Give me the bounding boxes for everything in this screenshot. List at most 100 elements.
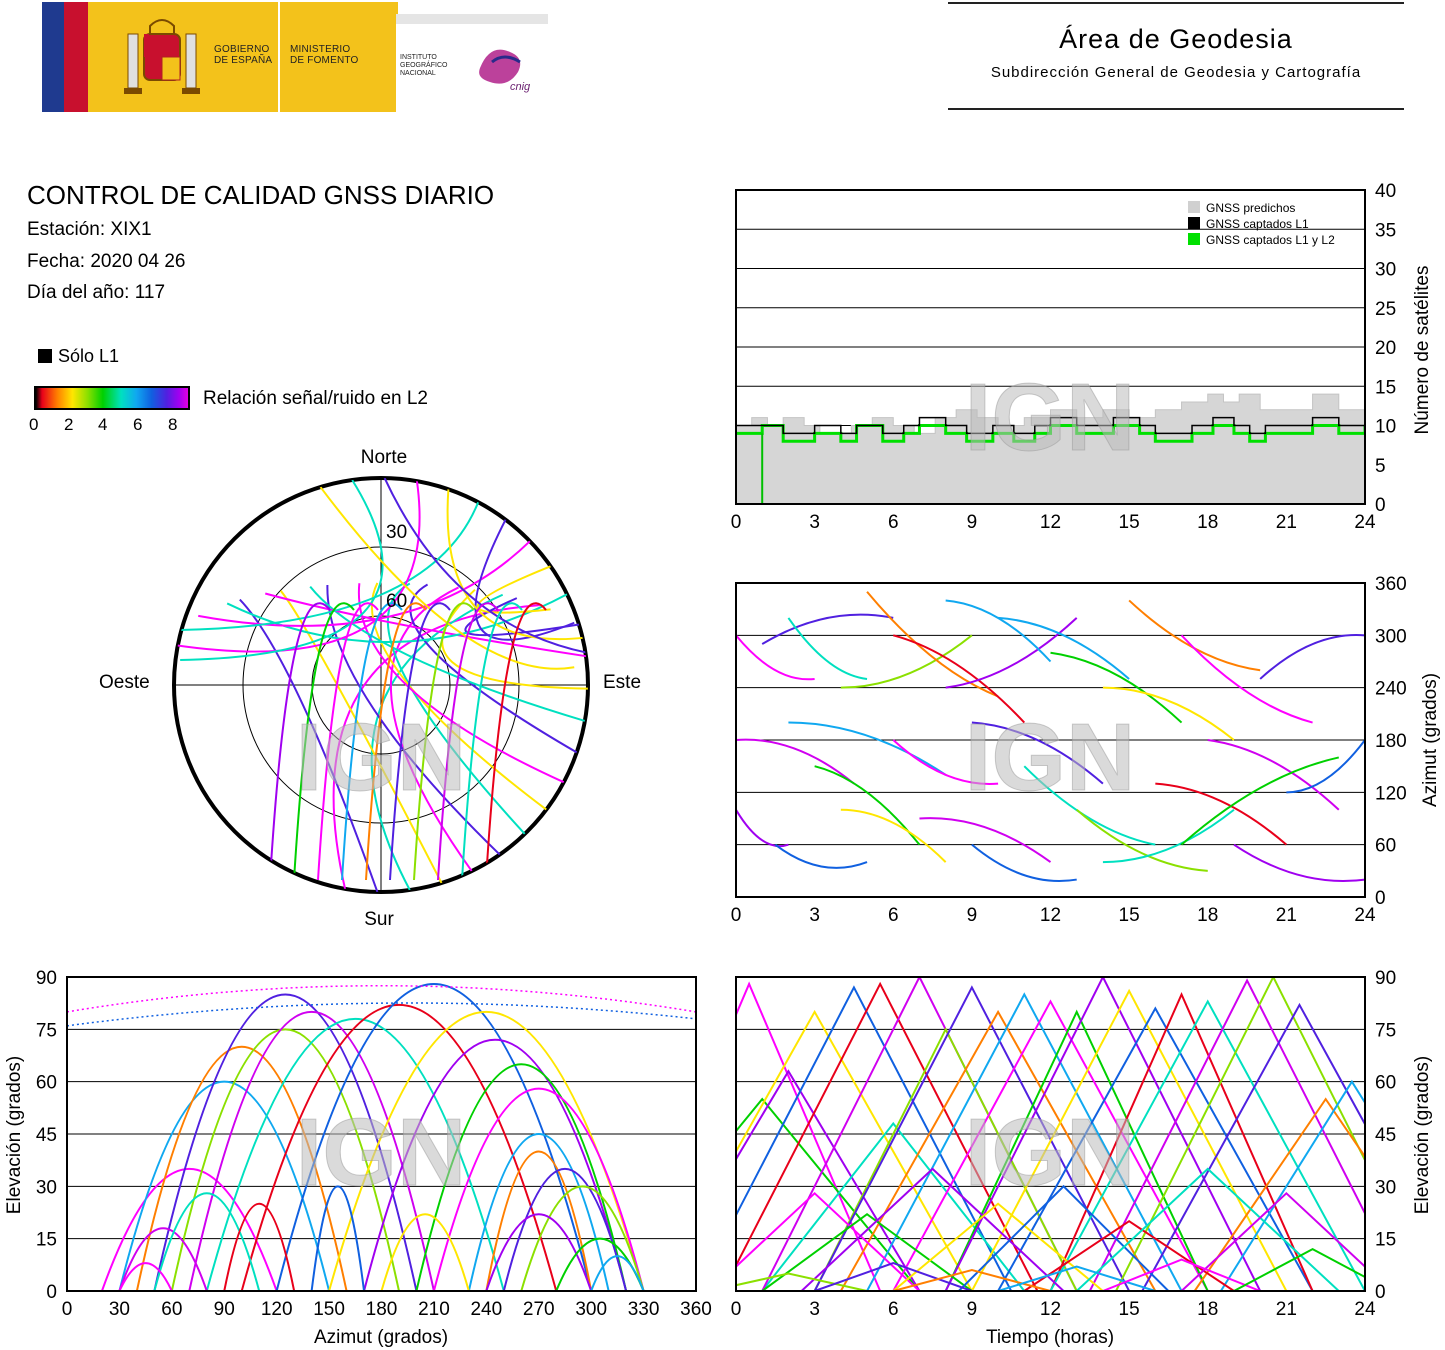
x-tick-label: 120	[261, 1299, 293, 1320]
header-rule-top	[948, 2, 1404, 4]
satellites-frame	[735, 189, 1366, 505]
y-tick-label: 45	[1375, 1125, 1396, 1146]
elev-az-track	[240, 1003, 558, 1291]
skyplot-track	[474, 519, 575, 641]
report-title: CONTROL DE CALIDAD GNSS DIARIO	[27, 180, 495, 210]
cnig-text: cnig	[510, 81, 531, 93]
azimuth-track	[788, 721, 947, 776]
azimuth-track	[1233, 843, 1365, 883]
azimuth-track	[892, 739, 999, 785]
ign-watermark: IGN	[965, 364, 1136, 471]
elevation-azimuth-chart: 0 15 30 45 60 75 90 0 30 60 90 120 150 180 210 240 270 30…	[4, 968, 712, 1348]
skyplot-track	[485, 602, 547, 881]
skyplot-east: Este	[603, 672, 641, 693]
azimuth-track	[945, 599, 1052, 663]
elev-az-track	[135, 1045, 348, 1291]
x-tick-label: 360	[680, 1299, 712, 1320]
azimuth-track	[998, 616, 1130, 680]
elev-az-track	[67, 1002, 696, 1027]
skyplot-track	[317, 602, 379, 881]
elev-time-track	[1193, 1097, 1365, 1291]
skyplot-track	[386, 582, 526, 835]
azimuth-track	[1102, 808, 1235, 864]
skyplot-ring-label-60: 60	[386, 591, 407, 612]
y-tick-label: 30	[1375, 260, 1396, 281]
x-tick-label: 6	[888, 512, 899, 533]
azimuth-track	[1180, 756, 1340, 846]
y-tick-label: 30	[36, 1177, 57, 1198]
azimuth-track	[840, 634, 973, 689]
skyplot-track	[309, 586, 586, 722]
y-tick-label: 120	[1375, 783, 1407, 804]
elev-az-track	[485, 1213, 593, 1291]
elev-time-track	[1049, 991, 1314, 1291]
area-header: Área de Geodesia Subdirección General de…	[948, 2, 1404, 112]
snr-tick: 6	[133, 415, 143, 434]
azimuth-track	[945, 617, 1078, 689]
elev-time-track	[813, 1027, 1078, 1291]
azimuth-track	[1023, 765, 1156, 846]
date-label: Fecha: 2020 04 26	[27, 251, 186, 272]
elev-az-frame	[66, 976, 697, 1292]
skyplot-ring-label-30: 30	[386, 522, 407, 543]
elev-az-track	[205, 1017, 505, 1291]
x-tick-label: 330	[628, 1299, 660, 1320]
elev-az-track	[380, 1213, 470, 1291]
elev-time-track	[892, 1269, 1051, 1291]
legend-entry: GNSS captados L1	[1206, 217, 1309, 231]
elevation-time-chart: 0 15 30 45 60 75 90 0 3 6 9 12 15 18 21 24 Tiempo (hora…	[731, 968, 1433, 1348]
y-tick-label: 60	[36, 1073, 57, 1094]
skyplot-track	[341, 602, 403, 881]
coat-of-arms-icon	[124, 19, 200, 94]
azimuth-track	[1180, 634, 1313, 724]
y-tick-label: 75	[36, 1020, 57, 1041]
azimuth-track	[1207, 739, 1340, 811]
skyplot-track	[180, 479, 384, 662]
skyplot-west: Oeste	[99, 672, 150, 693]
x-tick-label: 18	[1197, 1299, 1218, 1320]
captured-l1-l2-line	[736, 424, 1365, 443]
y-tick-label: 10	[1375, 417, 1396, 438]
azimuth-track	[1259, 633, 1365, 680]
x-tick-label: 9	[967, 512, 978, 533]
y-tick-label: 180	[1375, 731, 1407, 752]
x-tick-label: 150	[313, 1299, 345, 1320]
elev-time-track	[892, 999, 1209, 1291]
elev-time-track	[1023, 1220, 1235, 1291]
elev-time-track	[736, 985, 1013, 1291]
ign-watermarks: IGN IGN IGN IGN IGN	[295, 364, 1136, 1207]
elev-az-xlabel: Azimut (grados)	[314, 1327, 448, 1348]
skyplot-south: Sur	[364, 909, 394, 930]
ign-block: INSTITUTO GEOGRÁFICO NACIONAL cnig	[396, 14, 548, 122]
skyplot-track	[269, 602, 331, 881]
x-tick-label: 18	[1197, 512, 1218, 533]
x-tick-label: 240	[470, 1299, 502, 1320]
x-tick-label: 6	[888, 1299, 899, 1320]
elev-az-tracks	[67, 983, 696, 1291]
x-tick-label: 300	[575, 1299, 607, 1320]
y-tick-label: 360	[1375, 574, 1407, 595]
elev-time-track	[813, 985, 1131, 1291]
azimuth-track	[814, 765, 921, 846]
skyplot-track	[293, 602, 355, 881]
x-tick-label: 21	[1276, 1299, 1297, 1320]
legend-swatch	[1188, 233, 1200, 245]
x-tick-label: 0	[731, 1299, 742, 1320]
azimuth-track	[866, 591, 999, 698]
x-tick-label: 210	[418, 1299, 450, 1320]
satellites-data	[736, 393, 1365, 504]
elev-time-track	[1049, 999, 1365, 1291]
y-tick-label: 60	[1375, 1073, 1396, 1094]
x-tick-label: 3	[809, 905, 820, 926]
government-logo-banner: GOBIERNO DE ESPAÑA MINISTERIO DE FOMENTO I…	[42, 2, 548, 122]
elev-time-track	[944, 1009, 1209, 1291]
skyplot: Norte Sur Este Oeste 30 60	[99, 447, 641, 930]
x-tick-label: 0	[62, 1299, 73, 1320]
y-tick-label: 0	[1375, 1282, 1386, 1303]
elev-az-track	[363, 1038, 628, 1291]
header-rule-bottom	[948, 108, 1404, 110]
y-tick-label: 15	[1375, 377, 1396, 398]
gobierno-block: GOBIERNO DE ESPAÑA	[88, 2, 278, 112]
y-tick-label: 0	[1375, 888, 1386, 909]
y-tick-label: 90	[36, 968, 57, 989]
